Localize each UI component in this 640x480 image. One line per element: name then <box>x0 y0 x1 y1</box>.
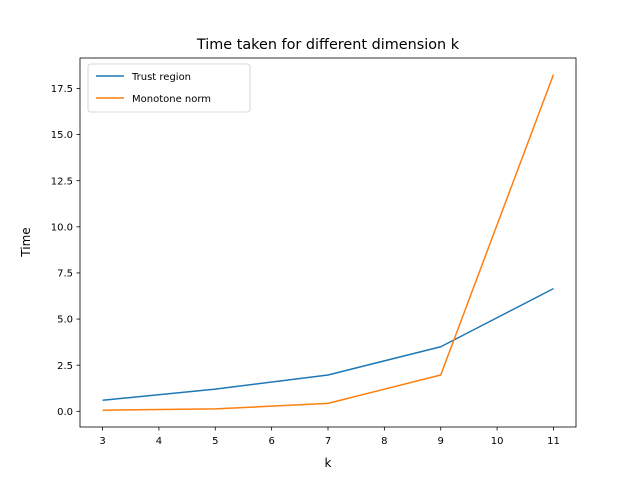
x-tick-label: 6 <box>268 436 274 447</box>
y-tick-label: 12.5 <box>51 176 73 187</box>
legend-label-0: Trust region <box>131 72 191 83</box>
y-tick-label: 0.0 <box>57 407 73 418</box>
x-tick-label: 8 <box>381 436 387 447</box>
y-axis-label: Time <box>19 227 33 257</box>
y-tick-label: 2.5 <box>57 361 73 372</box>
legend-label-1: Monotone norm <box>132 94 211 105</box>
x-tick-label: 3 <box>99 436 105 447</box>
y-tick-label: 5.0 <box>57 315 73 326</box>
plot-lines <box>102 74 555 411</box>
chart-title: Time taken for different dimension k <box>196 37 460 53</box>
series-line-0 <box>102 287 554 401</box>
legend-box <box>87 63 251 113</box>
x-tick-label: 11 <box>547 436 560 447</box>
plot-frame <box>79 57 577 428</box>
y-tick-label: 7.5 <box>57 269 73 280</box>
x-tick-label: 9 <box>438 436 444 447</box>
y-tick-label: 15.0 <box>51 130 73 141</box>
legend: Trust region Monotone norm <box>87 63 251 113</box>
x-tick-label: 7 <box>325 436 331 447</box>
x-axis-label: k <box>325 456 332 470</box>
x-axis-ticks: 3 4 5 6 7 8 9 10 11 <box>99 427 560 447</box>
y-tick-label: 17.5 <box>51 84 73 95</box>
x-tick-label: 5 <box>212 436 218 447</box>
y-axis-ticks: 0.0 2.5 5.0 7.5 10.0 12.5 15.0 17.5 <box>51 84 80 418</box>
x-tick-label: 4 <box>156 436 162 447</box>
y-tick-label: 10.0 <box>51 222 73 233</box>
series-line-1 <box>102 74 555 411</box>
x-tick-label: 10 <box>491 436 504 447</box>
